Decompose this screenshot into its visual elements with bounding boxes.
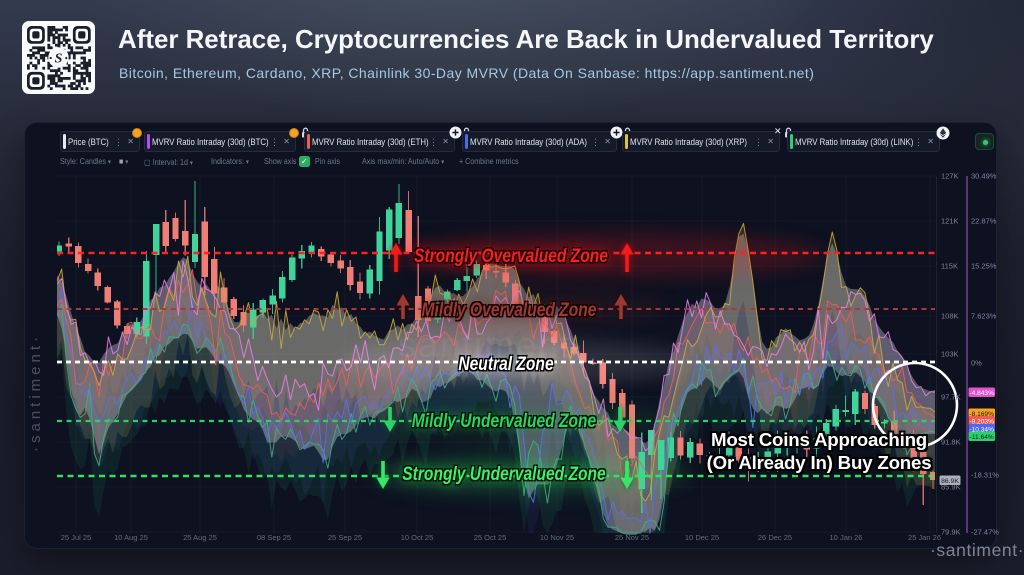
svg-text:-4.843%: -4.843%	[969, 390, 994, 397]
svg-text:-18.31%: -18.31%	[971, 471, 999, 480]
svg-text:97.7K: 97.7K	[941, 393, 961, 402]
svg-text:10 Aug 25: 10 Aug 25	[114, 533, 148, 542]
svg-text:22.87%: 22.87%	[971, 217, 997, 226]
svg-text:25 Nov 25: 25 Nov 25	[615, 533, 649, 542]
svg-text:108K: 108K	[941, 312, 959, 321]
svg-text:10 Jan 26: 10 Jan 26	[830, 533, 863, 542]
svg-text:-10.34%: -10.34%	[969, 426, 994, 433]
svg-text:10 Nov 25: 10 Nov 25	[540, 533, 574, 542]
svg-text:85.9K: 85.9K	[941, 483, 961, 492]
svg-text:S: S	[55, 52, 63, 67]
svg-text:10 Oct 25: 10 Oct 25	[401, 533, 434, 542]
svg-text:121K: 121K	[941, 217, 959, 226]
svg-text:25 Jul 25: 25 Jul 25	[61, 533, 91, 542]
svg-text:-8.169%: -8.169%	[969, 411, 994, 418]
svg-text:25 Oct 25: 25 Oct 25	[474, 533, 507, 542]
svg-text:25 Sep 25: 25 Sep 25	[328, 533, 362, 542]
svg-text:86.9K: 86.9K	[941, 478, 959, 485]
svg-text:0%: 0%	[971, 359, 982, 368]
svg-text:127K: 127K	[941, 172, 959, 181]
svg-text:7.623%: 7.623%	[971, 312, 997, 321]
svg-text:-9.203%: -9.203%	[969, 418, 994, 425]
svg-text:25 Jan 26: 25 Jan 26	[908, 533, 941, 542]
svg-text:91.8K: 91.8K	[941, 438, 961, 447]
svg-text:08 Sep 25: 08 Sep 25	[257, 533, 291, 542]
svg-text:25 Aug 25: 25 Aug 25	[183, 533, 217, 542]
svg-text:-27.47%: -27.47%	[971, 528, 999, 537]
svg-text:15.25%: 15.25%	[971, 262, 997, 271]
svg-text:-11.64%: -11.64%	[970, 434, 994, 441]
svg-text:26 Dec 25: 26 Dec 25	[758, 533, 792, 542]
svg-text:79.9K: 79.9K	[941, 528, 961, 537]
svg-text:115K: 115K	[941, 262, 958, 271]
svg-text:10 Dec 25: 10 Dec 25	[685, 533, 719, 542]
svg-text:30.49%: 30.49%	[971, 172, 997, 181]
svg-text:103K: 103K	[941, 350, 959, 359]
